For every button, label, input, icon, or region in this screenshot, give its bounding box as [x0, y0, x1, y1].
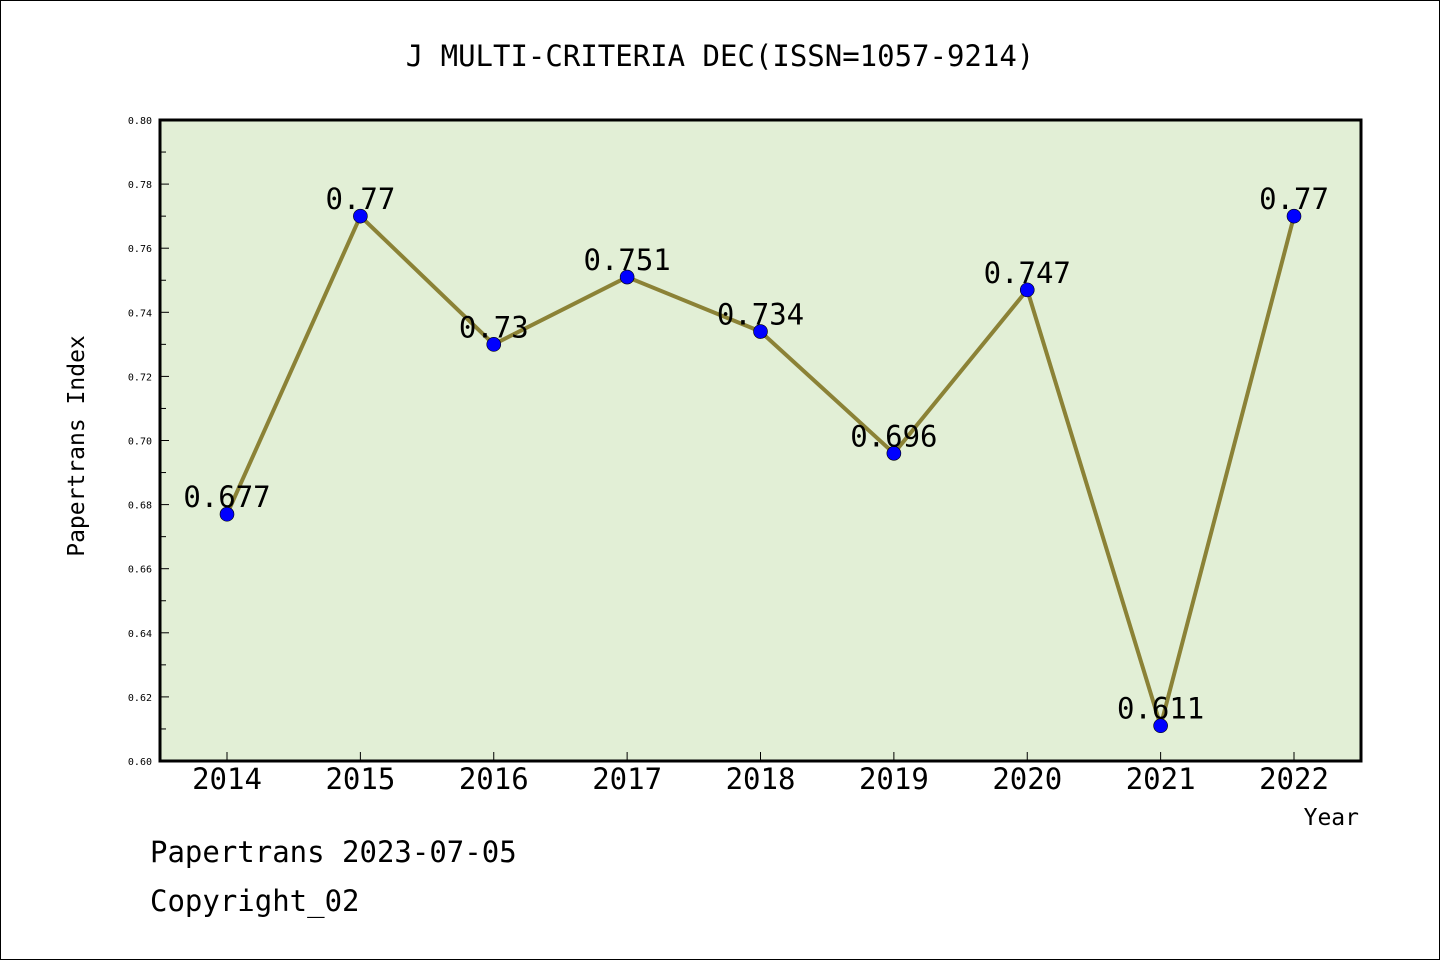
y-tick-label: 0.66 [128, 565, 152, 576]
data-point [1153, 718, 1168, 734]
data-label: 0.696 [850, 419, 937, 453]
y-axis: 0.60 0.62 0.64 0.66 0.68 0.70 0.72 0.74 0.76 0.78… [128, 116, 169, 768]
x-tick-label: 2018 [726, 762, 796, 796]
y-axis-label: Papertrans Index [64, 335, 90, 557]
y-tick-label: 0.76 [128, 244, 152, 255]
data-point [886, 446, 902, 461]
data-label: 0.677 [183, 480, 270, 514]
data-point [486, 337, 502, 352]
x-tick-label: 2016 [459, 762, 529, 796]
plot-area [160, 120, 1361, 761]
chart-title: J MULTI-CRITERIA DEC(ISSN=1057-9214) [406, 39, 1035, 73]
data-label: 0.611 [1117, 692, 1204, 726]
data-point [1019, 282, 1035, 298]
x-tick-label: 2019 [859, 762, 929, 796]
y-tick-label: 0.80 [128, 116, 152, 127]
data-label: 0.734 [717, 298, 804, 332]
y-tick-label: 0.64 [128, 629, 152, 640]
data-point [353, 208, 368, 224]
data-label: 0.747 [984, 256, 1071, 290]
data-label: 0.73 [459, 310, 529, 344]
y-tick-label: 0.78 [128, 180, 152, 191]
x-tick-label: 2022 [1259, 762, 1329, 796]
x-tick-label: 2014 [192, 762, 262, 796]
data-point [619, 269, 635, 285]
x-tick-label: 2020 [992, 762, 1062, 796]
y-tick-label: 0.60 [128, 757, 152, 768]
data-point [753, 324, 768, 339]
data-label: 0.77 [1259, 182, 1329, 216]
footer-date: Papertrans 2023-07-05 [150, 835, 517, 869]
series: 0.677 0.77 0.73 0.751 0.734 0.696 0.747 0.611 0.… [183, 182, 1329, 734]
y-tick-label: 0.72 [128, 372, 152, 383]
y-tick-label: 0.68 [128, 501, 152, 512]
x-axis: 2014 2015 2016 2017 2018 2019 2020 2021 2022 [192, 752, 1329, 796]
data-label: 0.751 [583, 243, 670, 277]
data-point [219, 506, 235, 522]
x-tick-label: 2021 [1126, 762, 1196, 796]
data-point [1286, 208, 1302, 224]
footer-copyright: Copyright_02 [150, 884, 360, 918]
plot-border [158, 118, 1363, 763]
x-tick-label: 2015 [325, 762, 395, 796]
y-tick-label: 0.62 [128, 693, 152, 704]
y-tick-label: 0.70 [128, 437, 152, 448]
y-tick-label: 0.74 [128, 308, 152, 319]
x-axis-label: Year [1304, 805, 1359, 831]
x-tick-label: 2017 [592, 762, 662, 796]
data-label: 0.77 [325, 182, 395, 216]
